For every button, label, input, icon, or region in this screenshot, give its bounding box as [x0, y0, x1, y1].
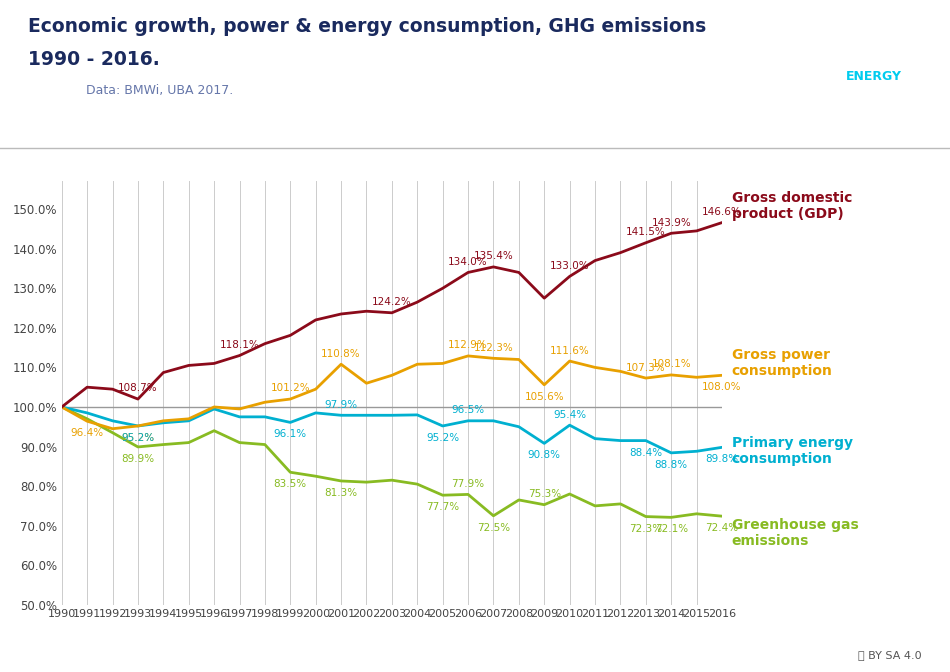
- Text: #6677aa: #6677aa: [86, 84, 143, 97]
- Text: 124.2%: 124.2%: [372, 297, 411, 307]
- Text: 72.5%: 72.5%: [477, 523, 510, 533]
- Text: 90.8%: 90.8%: [528, 450, 560, 460]
- Text: 72.3%: 72.3%: [629, 523, 662, 534]
- Text: 95.2%: 95.2%: [427, 433, 459, 443]
- Text: 143.9%: 143.9%: [652, 218, 691, 228]
- Text: 95.4%: 95.4%: [553, 410, 586, 419]
- Text: Primary energy
consumption: Primary energy consumption: [732, 435, 852, 466]
- Text: WIRE: WIRE: [855, 110, 892, 123]
- Text: Economic growth, power & energy consumption, GHG emissions: Economic growth, power & energy consumpt…: [28, 17, 707, 36]
- Text: 72.4%: 72.4%: [706, 523, 738, 533]
- Text: 134.0%: 134.0%: [448, 257, 488, 267]
- Text: 146.6%: 146.6%: [702, 207, 742, 217]
- Text: 89.8%: 89.8%: [706, 454, 738, 464]
- Text: 105.6%: 105.6%: [524, 392, 564, 402]
- Text: 107.3%: 107.3%: [626, 362, 666, 372]
- Text: 108.7%: 108.7%: [118, 384, 158, 394]
- Text: 112.3%: 112.3%: [474, 343, 513, 353]
- Text: 96.1%: 96.1%: [274, 429, 307, 439]
- Text: ENERGY: ENERGY: [846, 71, 902, 83]
- Text: Gross domestic
product (GDP): Gross domestic product (GDP): [732, 191, 852, 221]
- Text: 118.1%: 118.1%: [219, 340, 259, 350]
- Text: 112.9%: 112.9%: [448, 341, 488, 350]
- Text: 110.8%: 110.8%: [321, 349, 361, 359]
- Text: 95.2%: 95.2%: [122, 433, 155, 443]
- Text: Ⓒ BY SA 4.0: Ⓒ BY SA 4.0: [858, 650, 922, 660]
- Text: 95.2%: 95.2%: [122, 433, 155, 443]
- Text: CLEAN ENERGY WIRE: CLEAN ENERGY WIRE: [28, 17, 257, 36]
- Text: 72.1%: 72.1%: [655, 524, 688, 534]
- Text: 96.4%: 96.4%: [70, 428, 104, 438]
- Text: 88.4%: 88.4%: [629, 448, 662, 458]
- Text: 88.8%: 88.8%: [655, 460, 688, 470]
- Text: 141.5%: 141.5%: [626, 227, 666, 237]
- Text: 108.1%: 108.1%: [652, 360, 691, 370]
- Text: 77.7%: 77.7%: [427, 502, 459, 512]
- Text: 1990 - 2016.: 1990 - 2016.: [28, 50, 161, 69]
- Text: Data: BMWi, UBA 2017.: Data: BMWi, UBA 2017.: [86, 84, 233, 97]
- Text: 83.5%: 83.5%: [274, 479, 307, 489]
- Text: 135.4%: 135.4%: [474, 251, 513, 261]
- Text: 111.6%: 111.6%: [550, 345, 590, 355]
- Text: 97.9%: 97.9%: [325, 400, 357, 410]
- Text: Gross power
consumption: Gross power consumption: [732, 347, 832, 378]
- Text: Greenhouse gas
emissions: Greenhouse gas emissions: [732, 518, 858, 548]
- Text: 96.5%: 96.5%: [451, 405, 484, 415]
- Text: CLEAN: CLEAN: [850, 31, 897, 44]
- Text: 101.2%: 101.2%: [271, 384, 310, 394]
- Text: 108.0%: 108.0%: [702, 382, 742, 392]
- Text: 89.9%: 89.9%: [122, 454, 155, 464]
- Text: 77.9%: 77.9%: [451, 479, 484, 489]
- Text: 133.0%: 133.0%: [550, 261, 589, 271]
- Text: 81.3%: 81.3%: [325, 488, 357, 498]
- Text: 75.3%: 75.3%: [527, 489, 560, 499]
